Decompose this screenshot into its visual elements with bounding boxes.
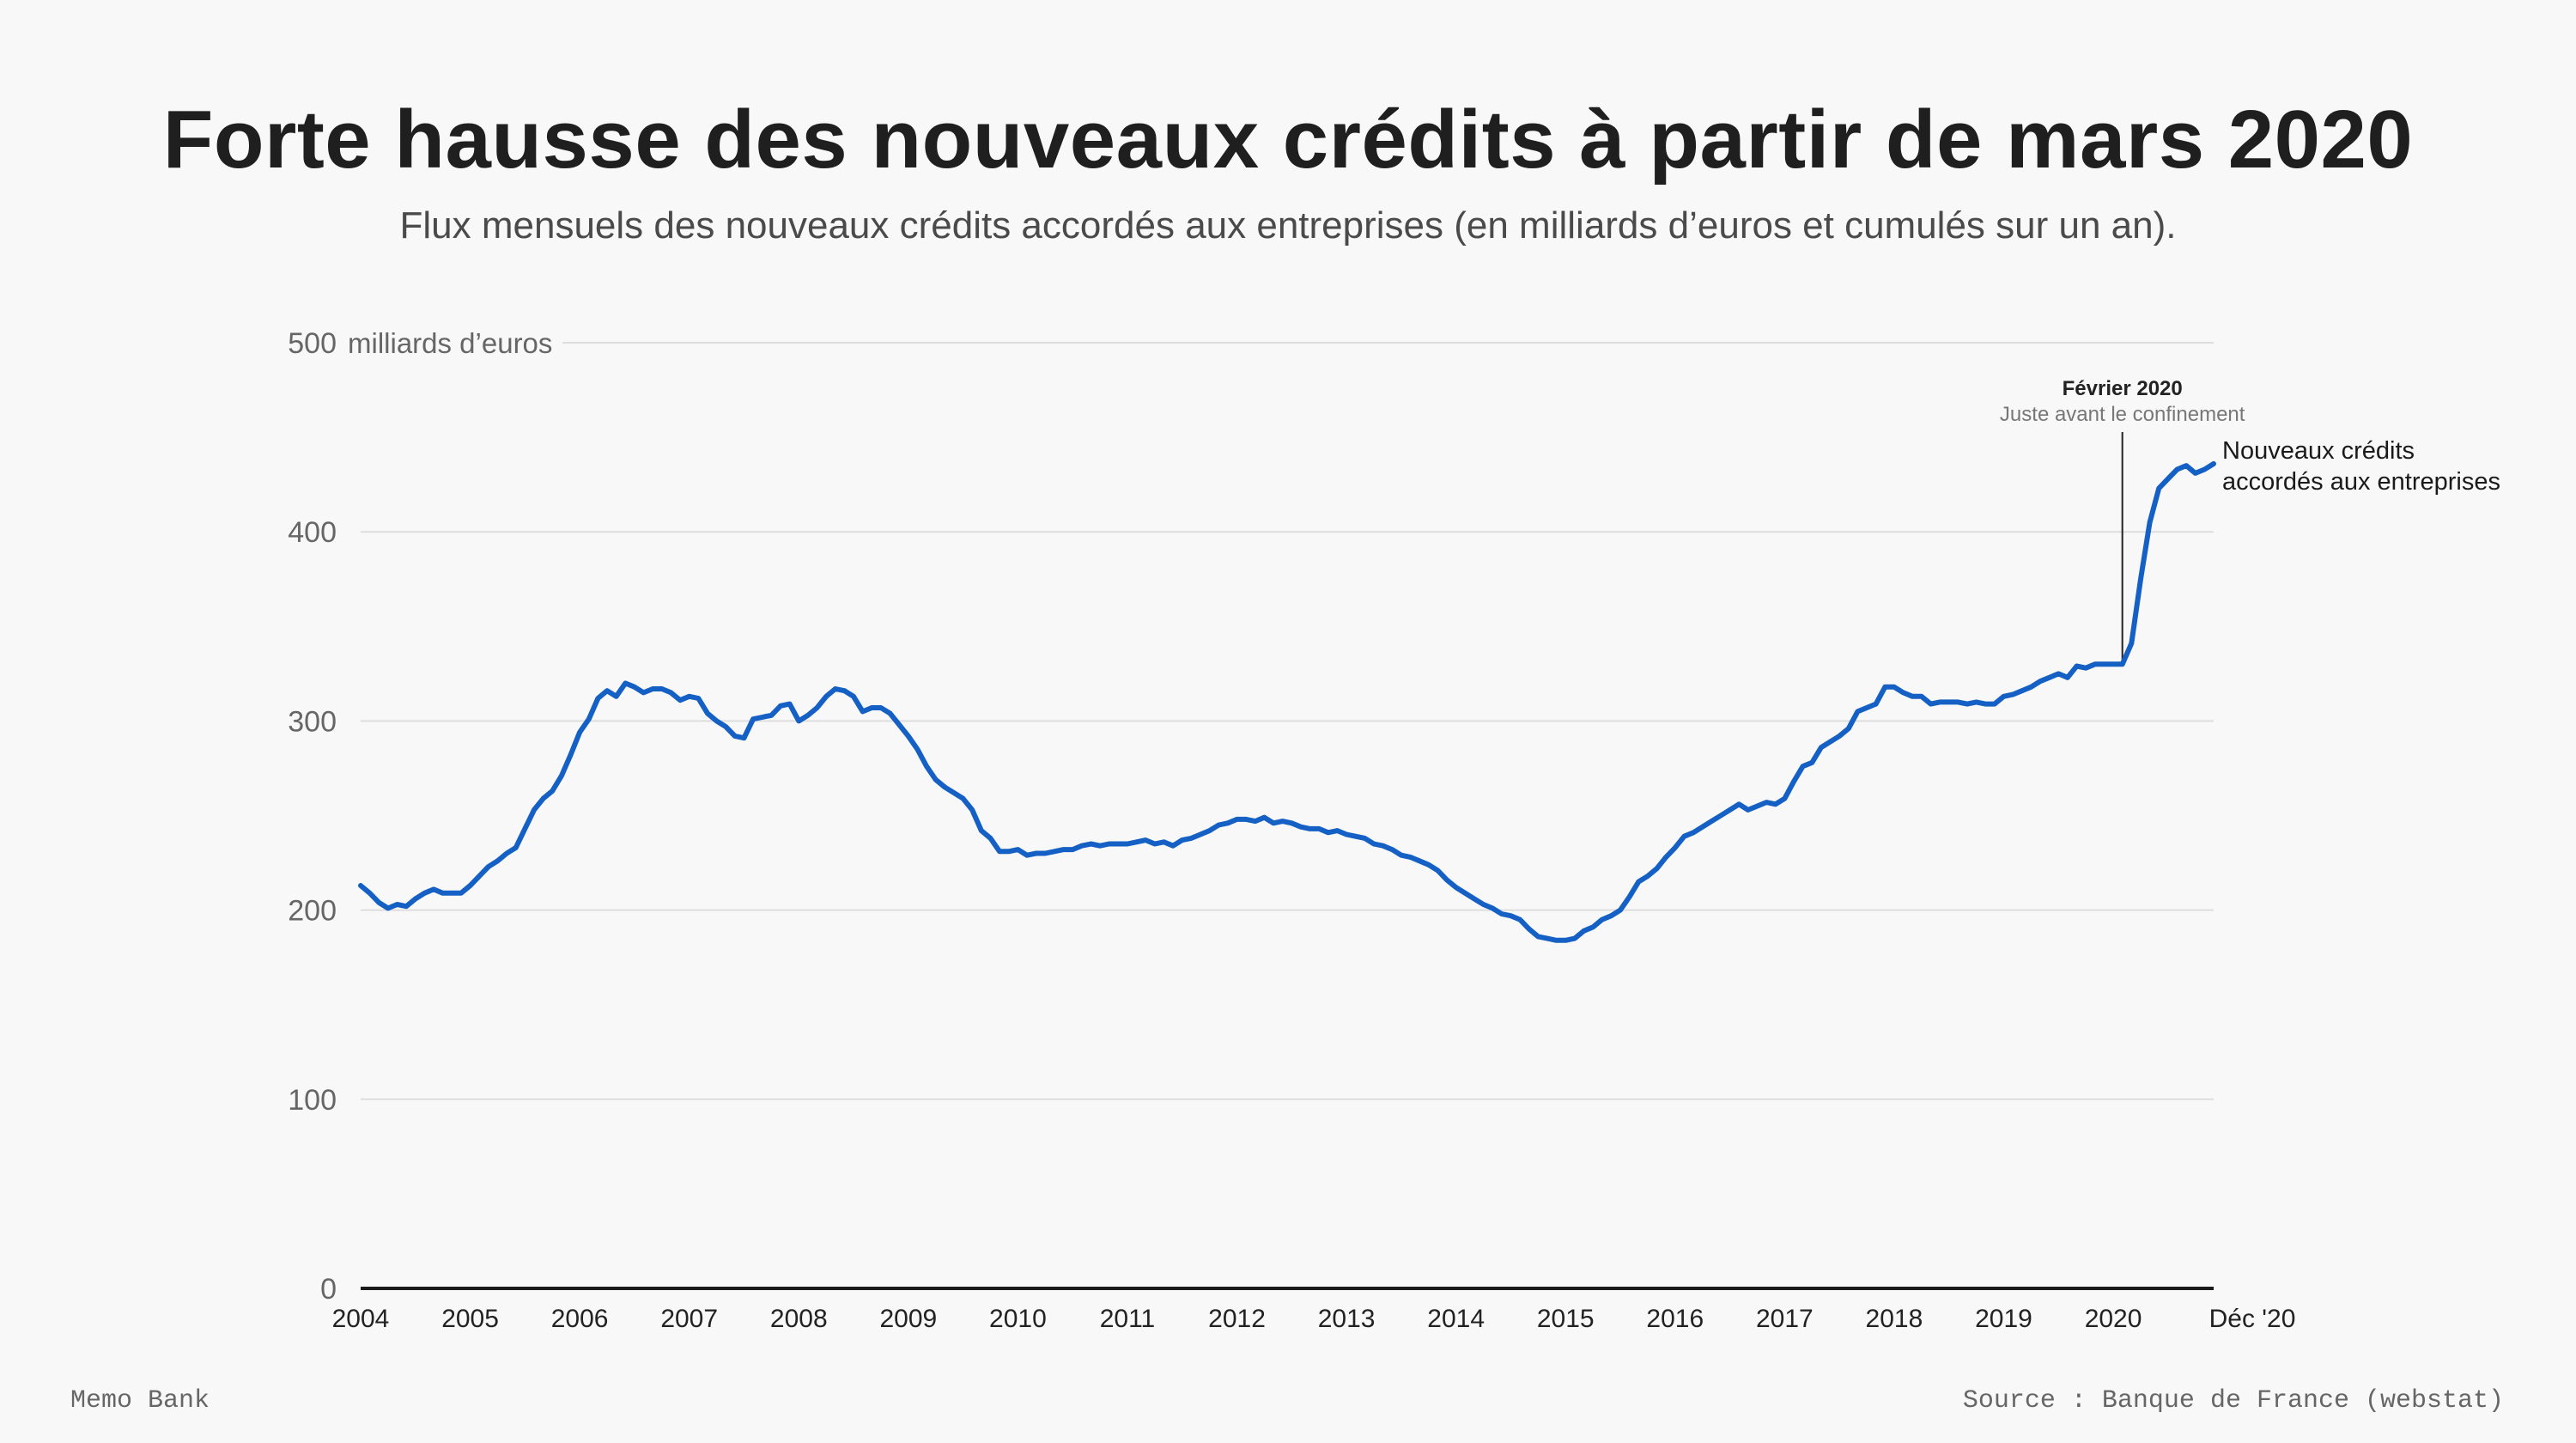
series-label-line-2: accordés aux entreprises [2222, 468, 2500, 496]
x-tick-label-1: 2005 [441, 1305, 499, 1333]
y-tick-label-0: 0 [320, 1273, 337, 1306]
y-tick-label-200: 200 [288, 895, 337, 928]
x-tick-label-14: 2018 [1866, 1305, 1923, 1333]
x-tick-label-7: 2011 [1100, 1305, 1156, 1333]
y-tick-label-100: 100 [288, 1084, 337, 1117]
annotation-subtitle: Juste avant le confinement [2000, 403, 2245, 426]
series-label-line-1: Nouveaux crédits [2222, 437, 2415, 465]
x-tick-label-9: 2013 [1318, 1305, 1376, 1333]
x-tick-label-11: 2015 [1537, 1305, 1595, 1333]
gridlines [361, 342, 2214, 1100]
x-tick-label-10: 2014 [1427, 1305, 1485, 1333]
y-axis-ticks: 0 100 200 300 400 500 [288, 327, 337, 1306]
x-tick-label-17: Déc '20 [2209, 1305, 2296, 1333]
x-tick-label-3: 2007 [660, 1305, 718, 1333]
footer-brand: Memo Bank [70, 1386, 210, 1416]
y-tick-label-300: 300 [288, 705, 337, 738]
x-tick-label-8: 2012 [1208, 1305, 1266, 1333]
x-tick-label-16: 2020 [2085, 1305, 2142, 1333]
footer-source: Source : Banque de France (webstat) [1962, 1386, 2504, 1416]
x-axis-ticks: 2004 2005 2006 2007 2008 2009 2010 2011 2012 2013… [332, 1305, 2296, 1333]
x-tick-label-12: 2016 [1646, 1305, 1704, 1333]
chart-title: Forte hausse des nouveaux crédits à part… [162, 94, 2414, 186]
x-tick-label-15: 2019 [1975, 1305, 2032, 1333]
y-tick-label-500: 500 [288, 327, 337, 360]
annotation-fevrier-2020: Février 2020 Juste avant le confinement [2000, 377, 2245, 665]
x-tick-label-5: 2009 [879, 1305, 937, 1333]
x-tick-label-4: 2008 [770, 1305, 828, 1333]
x-tick-label-2: 2006 [551, 1305, 609, 1333]
y-axis-unit-label: milliards d’euros [348, 327, 552, 359]
chart-subtitle: Flux mensuels des nouveaux crédits accor… [399, 204, 2177, 247]
series-line-nouveaux-credits [358, 460, 2216, 943]
x-tick-label-6: 2010 [989, 1305, 1047, 1333]
annotation-title: Février 2020 [2063, 377, 2183, 400]
y-tick-label-400: 400 [288, 516, 337, 549]
x-tick-label-0: 2004 [332, 1305, 390, 1333]
x-tick-label-13: 2017 [1756, 1305, 1814, 1333]
